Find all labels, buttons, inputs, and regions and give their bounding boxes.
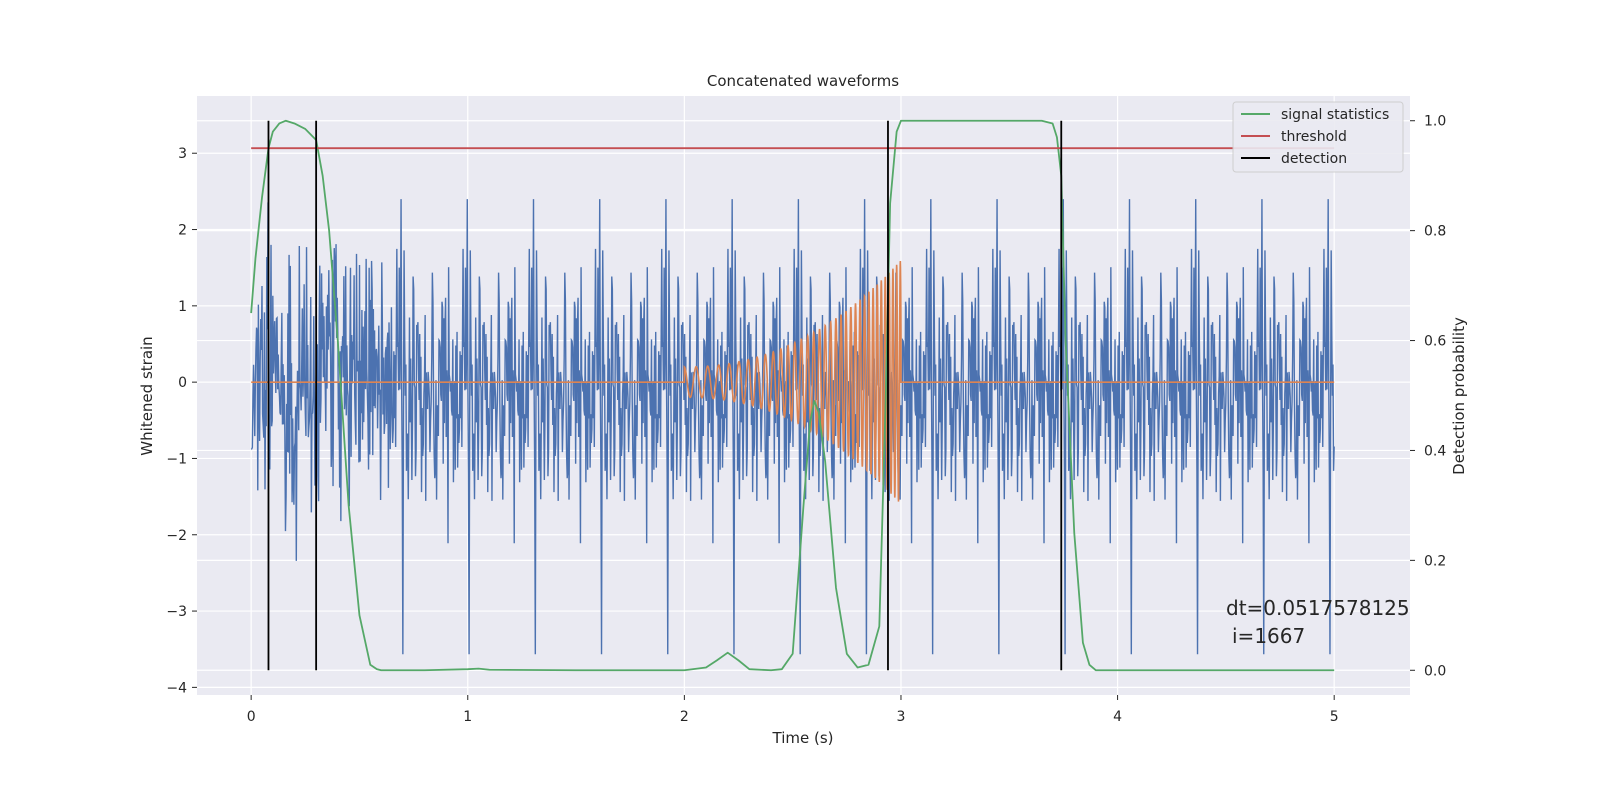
legend-label-threshold: threshold [1281, 129, 1347, 145]
template-line [251, 260, 1335, 502]
chart-title: Concatenated waveforms [707, 72, 899, 90]
grid [197, 96, 1410, 695]
y-axis-label: Whitened strain [138, 336, 156, 455]
legend-label-detection: detection [1281, 151, 1347, 167]
legend: signal statistics threshold detection [1232, 101, 1404, 173]
y-tick-label: −2 [166, 528, 187, 544]
annotation-index: i=1667 [1232, 624, 1305, 648]
x-tick-label: 2 [680, 709, 689, 725]
y-ticks: −4 −3 −2 −1 0 1 2 3 [166, 146, 197, 696]
y2-tick-label: 0.4 [1424, 443, 1446, 459]
x-axis-label: Time (s) [772, 729, 834, 747]
y2-tick-label: 0.8 [1424, 224, 1446, 240]
y-tick-label: 3 [178, 146, 187, 162]
x-tick-label: 4 [1113, 709, 1122, 725]
x-tick-label: 5 [1330, 709, 1339, 725]
right-axis-series [250, 119, 1335, 672]
y2-tick-label: 0.0 [1424, 663, 1446, 679]
x-tick-label: 1 [463, 709, 472, 725]
y-tick-label: 2 [178, 223, 187, 239]
template-series [251, 260, 1335, 502]
y-tick-label: 1 [178, 299, 187, 315]
legend-box [1232, 101, 1404, 173]
y-tick-label: −1 [166, 451, 187, 467]
y-tick-label: −4 [166, 680, 187, 696]
y-tick-label: 0 [178, 375, 187, 391]
x-ticks: 0 1 2 3 4 5 [247, 695, 1339, 725]
y-tick-label: −3 [166, 604, 187, 620]
signal-statistics-line [250, 119, 1335, 672]
y2-ticks: 0.0 0.2 0.4 0.6 0.8 1.0 [1410, 114, 1446, 679]
annotation-dt: dt=0.0517578125 [1226, 596, 1410, 620]
x-tick-label: 3 [897, 709, 906, 725]
y2-tick-label: 0.2 [1424, 553, 1446, 569]
y2-axis-label: Detection probability [1450, 317, 1468, 475]
x-tick-label: 0 [247, 709, 256, 725]
y2-tick-label: 1.0 [1424, 114, 1446, 130]
y2-tick-label: 0.6 [1424, 334, 1446, 350]
legend-label-signal-statistics: signal statistics [1281, 107, 1389, 123]
